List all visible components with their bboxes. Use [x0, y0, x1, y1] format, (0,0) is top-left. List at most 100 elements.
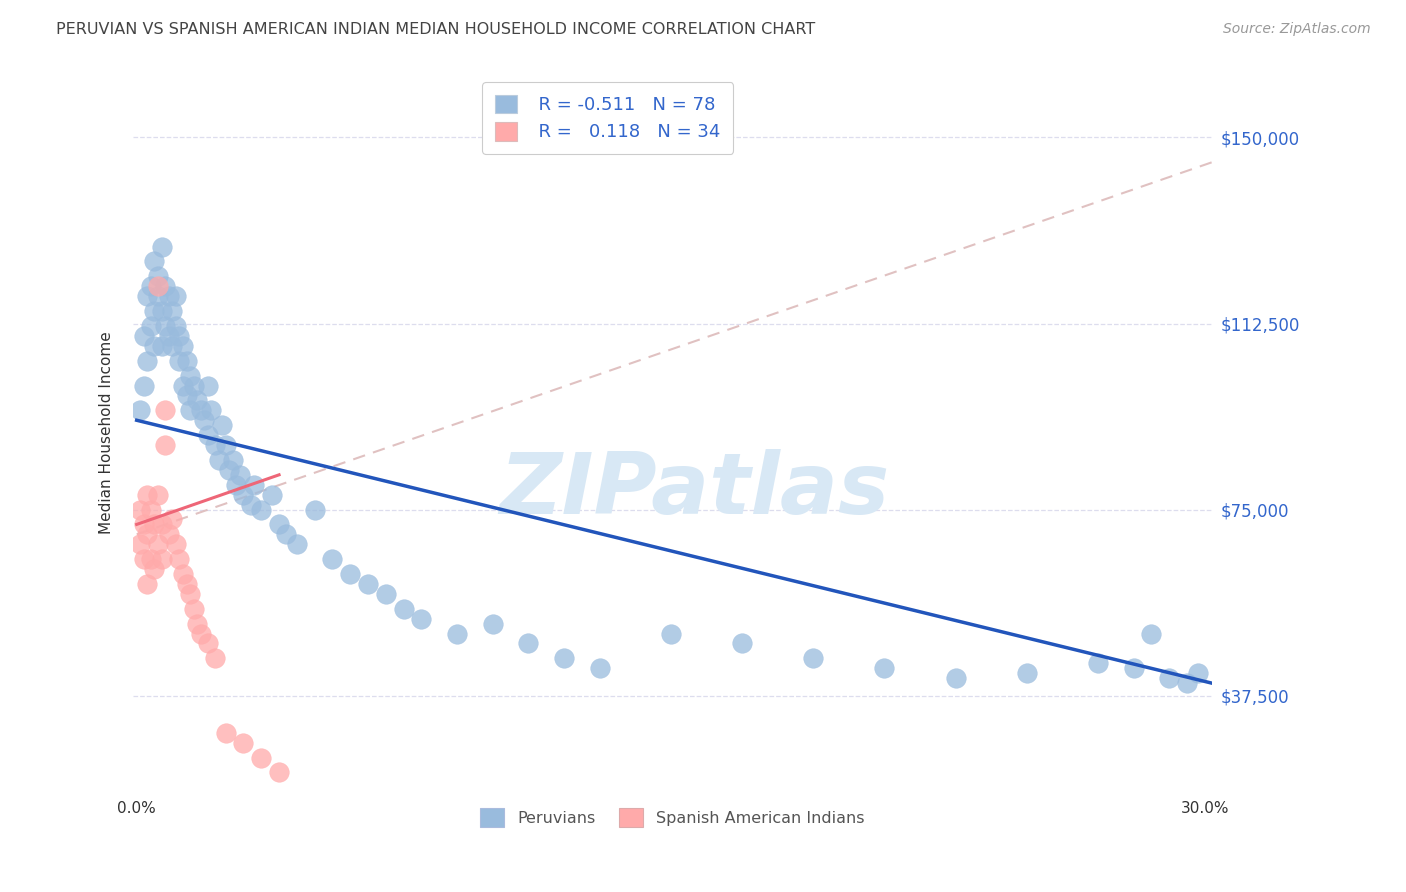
Point	[150, 517, 173, 532]
Point	[190, 626, 212, 640]
Point	[136, 353, 159, 368]
Point	[446, 626, 468, 640]
Point	[153, 403, 176, 417]
Point	[176, 577, 198, 591]
Point	[136, 488, 159, 502]
Point	[143, 254, 166, 268]
Point	[873, 661, 896, 675]
Point	[146, 279, 169, 293]
Point	[1140, 626, 1163, 640]
Point	[136, 527, 159, 541]
Point	[553, 651, 575, 665]
Point	[204, 651, 226, 665]
Point	[392, 601, 415, 615]
Text: ZIPatlas: ZIPatlas	[499, 449, 889, 532]
Point	[153, 279, 176, 293]
Point	[172, 378, 194, 392]
Point	[243, 477, 266, 491]
Legend: Peruvians, Spanish American Indians: Peruvians, Spanish American Indians	[472, 800, 873, 835]
Point	[150, 304, 173, 318]
Point	[250, 750, 273, 764]
Point	[169, 329, 191, 343]
Point	[176, 353, 198, 368]
Point	[169, 353, 191, 368]
Point	[260, 488, 283, 502]
Point	[1015, 666, 1038, 681]
Point	[357, 577, 380, 591]
Point	[339, 567, 361, 582]
Point	[481, 616, 503, 631]
Point	[1187, 666, 1209, 681]
Point	[1159, 671, 1181, 685]
Point	[945, 671, 967, 685]
Point	[157, 329, 180, 343]
Point	[153, 438, 176, 452]
Point	[215, 725, 238, 739]
Point	[183, 378, 205, 392]
Point	[132, 517, 155, 532]
Point	[150, 239, 173, 253]
Point	[179, 368, 201, 383]
Point	[165, 537, 187, 551]
Point	[165, 318, 187, 333]
Point	[197, 428, 219, 442]
Point	[197, 636, 219, 650]
Point	[165, 289, 187, 303]
Point	[731, 636, 754, 650]
Point	[215, 438, 238, 452]
Point	[285, 537, 308, 551]
Point	[143, 339, 166, 353]
Point	[588, 661, 610, 675]
Point	[172, 339, 194, 353]
Point	[139, 318, 162, 333]
Point	[129, 502, 152, 516]
Point	[197, 378, 219, 392]
Point	[146, 289, 169, 303]
Point	[157, 527, 180, 541]
Point	[162, 512, 184, 526]
Point	[267, 765, 290, 780]
Point	[132, 552, 155, 566]
Point	[176, 388, 198, 402]
Point	[169, 552, 191, 566]
Point	[139, 502, 162, 516]
Point	[225, 477, 247, 491]
Point	[143, 562, 166, 576]
Point	[146, 269, 169, 284]
Point	[250, 502, 273, 516]
Point	[374, 587, 396, 601]
Point	[129, 403, 152, 417]
Point	[132, 329, 155, 343]
Point	[132, 378, 155, 392]
Point	[222, 453, 245, 467]
Point	[136, 577, 159, 591]
Point	[186, 616, 208, 631]
Point	[1122, 661, 1144, 675]
Point	[321, 552, 343, 566]
Point	[1175, 676, 1198, 690]
Point	[232, 736, 254, 750]
Text: Source: ZipAtlas.com: Source: ZipAtlas.com	[1223, 22, 1371, 37]
Point	[179, 587, 201, 601]
Point	[200, 403, 222, 417]
Point	[157, 289, 180, 303]
Point	[129, 537, 152, 551]
Point	[139, 279, 162, 293]
Point	[162, 339, 184, 353]
Point	[1087, 657, 1109, 671]
Point	[153, 318, 176, 333]
Point	[150, 552, 173, 566]
Point	[411, 612, 433, 626]
Point	[186, 393, 208, 408]
Point	[211, 418, 233, 433]
Point	[179, 403, 201, 417]
Point	[267, 517, 290, 532]
Point	[172, 567, 194, 582]
Point	[162, 304, 184, 318]
Point	[190, 403, 212, 417]
Y-axis label: Median Household Income: Median Household Income	[100, 331, 114, 534]
Point	[146, 537, 169, 551]
Point	[659, 626, 682, 640]
Point	[193, 413, 215, 427]
Point	[218, 463, 240, 477]
